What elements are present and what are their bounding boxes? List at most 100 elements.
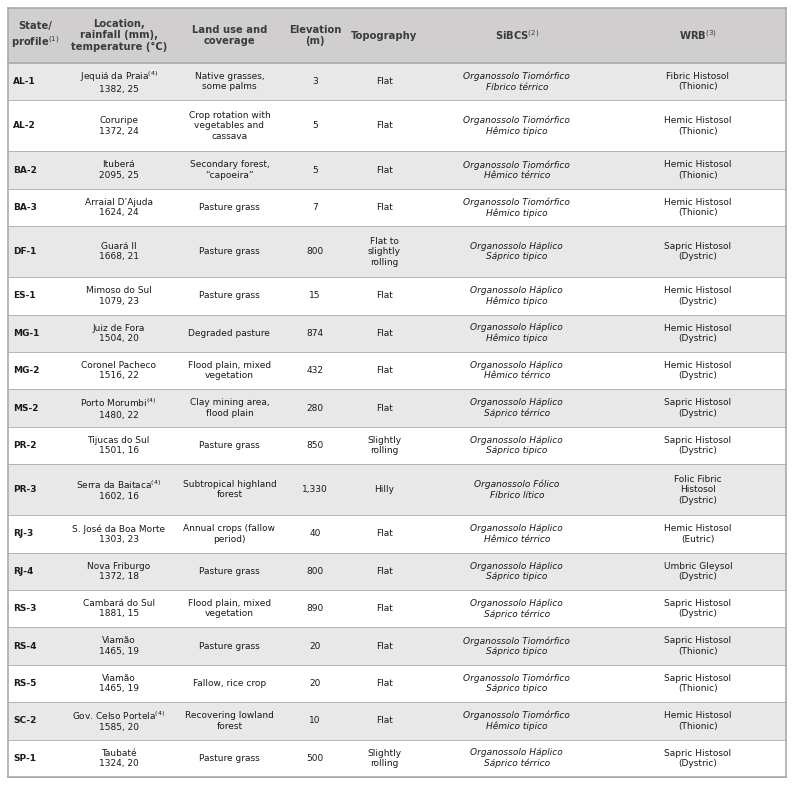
Bar — [64, 100, 174, 152]
Text: Organossolo Háplico
Sáprico térrico: Organossolo Háplico Sáprico térrico — [470, 599, 563, 619]
Bar — [8, 553, 64, 590]
Text: Elevation
(m): Elevation (m) — [289, 25, 341, 46]
Text: RS-4: RS-4 — [13, 641, 37, 651]
Bar — [424, 590, 610, 627]
Text: Gov. Celso Portela$^{(4)}$
1585, 20: Gov. Celso Portela$^{(4)}$ 1585, 20 — [72, 710, 165, 732]
Bar — [64, 352, 174, 389]
Text: AL-2: AL-2 — [13, 122, 36, 130]
Bar — [610, 665, 786, 703]
Text: Sapric Histosol
(Dystric): Sapric Histosol (Dystric) — [665, 399, 731, 418]
Bar — [174, 8, 285, 63]
Text: Sapric Histosol
(Thionic): Sapric Histosol (Thionic) — [665, 674, 731, 693]
Bar — [424, 703, 610, 739]
Text: Clay mining area,
flood plain: Clay mining area, flood plain — [190, 399, 269, 418]
Text: Organossolo Tiomórfico
Hêmico tipico: Organossolo Tiomórfico Hêmico tipico — [464, 197, 570, 217]
Text: Organossolo Fólico
Fíbrico lítico: Organossolo Fólico Fíbrico lítico — [474, 480, 560, 500]
Text: Secondary forest,
“capoeira”: Secondary forest, “capoeira” — [190, 160, 269, 180]
Text: Pasture grass: Pasture grass — [199, 247, 260, 256]
Text: Flat: Flat — [376, 529, 393, 539]
Text: 5: 5 — [312, 122, 318, 130]
Text: Hemic Histosol
(Thionic): Hemic Histosol (Thionic) — [665, 711, 732, 731]
Bar — [64, 277, 174, 315]
Text: 15: 15 — [309, 291, 321, 301]
Bar — [174, 627, 285, 665]
Text: MS-2: MS-2 — [13, 403, 38, 413]
Bar — [64, 665, 174, 703]
Text: Degraded pasture: Degraded pasture — [188, 329, 271, 338]
Bar — [424, 627, 610, 665]
Bar — [8, 427, 64, 464]
Text: Flat: Flat — [376, 166, 393, 175]
Text: Viamão
1465, 19: Viamão 1465, 19 — [98, 674, 139, 693]
Bar — [174, 427, 285, 464]
Text: BA-3: BA-3 — [13, 203, 37, 212]
Bar — [8, 627, 64, 665]
Bar — [345, 464, 424, 515]
Text: Crop rotation with
vegetables and
cassava: Crop rotation with vegetables and cassav… — [188, 111, 270, 141]
Bar — [8, 189, 64, 226]
Bar — [424, 152, 610, 189]
Text: Flat: Flat — [376, 367, 393, 375]
Text: Coruripe
1372, 24: Coruripe 1372, 24 — [98, 116, 139, 136]
Text: Flat: Flat — [376, 717, 393, 725]
Bar — [174, 515, 285, 553]
Text: MG-1: MG-1 — [13, 329, 40, 338]
Bar — [424, 277, 610, 315]
Bar — [285, 427, 345, 464]
Bar — [174, 100, 285, 152]
Text: Organossolo Tiomórfico
Fíbrico térrico: Organossolo Tiomórfico Fíbrico térrico — [464, 71, 570, 92]
Bar — [345, 100, 424, 152]
Text: Flood plain, mixed
vegetation: Flood plain, mixed vegetation — [188, 599, 271, 619]
Bar — [8, 703, 64, 739]
Bar — [345, 590, 424, 627]
Text: Pasture grass: Pasture grass — [199, 641, 260, 651]
Bar — [610, 590, 786, 627]
Bar — [174, 315, 285, 352]
Text: Pasture grass: Pasture grass — [199, 567, 260, 576]
Text: Organossolo Háplico
Sáprico tipico: Organossolo Háplico Sáprico tipico — [470, 242, 563, 261]
Bar — [345, 515, 424, 553]
Bar — [64, 8, 174, 63]
Text: Juiz de Fora
1504, 20: Juiz de Fora 1504, 20 — [93, 323, 145, 343]
Bar — [610, 627, 786, 665]
Bar — [345, 553, 424, 590]
Bar — [610, 226, 786, 277]
Bar — [64, 515, 174, 553]
Bar — [610, 553, 786, 590]
Text: Jequiá da Praia$^{(4)}$
1382, 25: Jequiá da Praia$^{(4)}$ 1382, 25 — [79, 69, 158, 94]
Bar — [424, 389, 610, 427]
Bar — [345, 277, 424, 315]
Text: Pasture grass: Pasture grass — [199, 291, 260, 301]
Text: 500: 500 — [306, 754, 324, 763]
Text: Location,
rainfall (mm),
temperature (°C): Location, rainfall (mm), temperature (°C… — [71, 19, 167, 52]
Text: Flat: Flat — [376, 403, 393, 413]
Bar — [424, 464, 610, 515]
Bar — [174, 63, 285, 100]
Bar — [610, 389, 786, 427]
Text: Organossolo Tiomórfico
Hêmico tipico: Organossolo Tiomórfico Hêmico tipico — [464, 115, 570, 137]
Text: Organossolo Tiomórfico
Sáprico tipico: Organossolo Tiomórfico Sáprico tipico — [464, 636, 570, 656]
Text: Hemic Histosol
(Thionic): Hemic Histosol (Thionic) — [665, 198, 732, 217]
Bar — [424, 189, 610, 226]
Text: Recovering lowland
forest: Recovering lowland forest — [185, 711, 274, 731]
Text: Umbric Gleysol
(Dystric): Umbric Gleysol (Dystric) — [664, 561, 732, 581]
Bar — [174, 152, 285, 189]
Bar — [285, 590, 345, 627]
Bar — [345, 427, 424, 464]
Text: Organossolo Háplico
Sáprico tipico: Organossolo Háplico Sáprico tipico — [470, 561, 563, 581]
Text: Viamão
1465, 19: Viamão 1465, 19 — [98, 637, 139, 655]
Text: Organossolo Tiomórfico
Hêmico térrico: Organossolo Tiomórfico Hêmico térrico — [464, 160, 570, 180]
Bar — [8, 63, 64, 100]
Text: DF-1: DF-1 — [13, 247, 37, 256]
Text: Hemic Histosol
(Dystric): Hemic Histosol (Dystric) — [665, 323, 732, 343]
Text: Hilly: Hilly — [375, 485, 395, 495]
Bar — [285, 703, 345, 739]
Bar — [64, 553, 174, 590]
Bar — [424, 352, 610, 389]
Text: Hemic Histosol
(Eutric): Hemic Histosol (Eutric) — [665, 524, 732, 544]
Bar — [610, 277, 786, 315]
Text: State/
profile$^{(1)}$: State/ profile$^{(1)}$ — [11, 21, 60, 49]
Text: RS-5: RS-5 — [13, 679, 37, 688]
Bar — [8, 739, 64, 777]
Text: Sapric Histosol
(Dystric): Sapric Histosol (Dystric) — [665, 242, 731, 261]
